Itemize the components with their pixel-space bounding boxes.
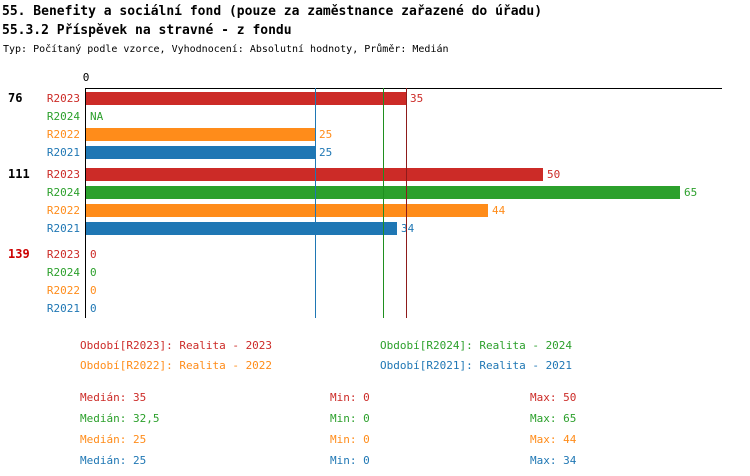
bar-series-label: R2022 (46, 284, 80, 297)
bar-value-label: 34 (401, 222, 415, 235)
bar-value-label: 0 (90, 302, 97, 315)
bar-value-label: NA (90, 110, 104, 123)
bar-value-label: 50 (547, 168, 561, 181)
median-line-r2023 (406, 88, 407, 318)
median-line-r2021 (315, 88, 316, 318)
bar-series-label: R2024 (46, 110, 80, 123)
bar-series-label: R2023 (46, 92, 80, 105)
bar-series-label: R2021 (46, 222, 80, 235)
legend-item-r2023: Období[R2023]: Realita - 2023 (80, 339, 273, 352)
stat-median-r2021: Medián: 25 (80, 454, 147, 467)
bar-value-label: 44 (492, 204, 506, 217)
bar (86, 222, 397, 235)
chart-type-info: Typ: Počítaný podle vzorce, Vyhodnocení:… (3, 44, 449, 55)
stat-max-r2022: Max: 44 (530, 433, 577, 446)
bar-series-label: R2022 (46, 204, 80, 217)
bar-value-label: 65 (684, 186, 698, 199)
stat-max-r2023: Max: 50 (530, 391, 577, 404)
stat-min-r2024: Min: 0 (330, 412, 370, 425)
stat-min-r2021: Min: 0 (330, 454, 370, 467)
median-line-r2024 (383, 88, 384, 318)
bar (86, 128, 315, 141)
page-title: 55. Benefity a sociální fond (pouze za z… (2, 4, 543, 19)
stat-min-r2022: Min: 0 (330, 433, 370, 446)
bar-value-label: 0 (90, 248, 97, 261)
bar-series-label: R2024 (46, 266, 80, 279)
bar (86, 146, 315, 159)
legend-item-r2021: Období[R2021]: Realita - 2021 (380, 359, 573, 372)
stat-max-r2024: Max: 65 (530, 412, 577, 425)
legend-item-r2022: Období[R2022]: Realita - 2022 (80, 359, 273, 372)
bar-value-label: 25 (319, 146, 333, 159)
x-axis-origin-label: 0 (82, 71, 90, 84)
stat-min-r2023: Min: 0 (330, 391, 370, 404)
stat-median-r2023: Medián: 35 (80, 391, 147, 404)
bar (86, 92, 406, 105)
bar-value-label: 0 (90, 284, 97, 297)
bar-series-label: R2023 (46, 248, 80, 261)
stat-max-r2021: Max: 34 (530, 454, 577, 467)
stat-median-r2024: Medián: 32,5 (80, 412, 160, 425)
bar-series-label: R2024 (46, 186, 80, 199)
bar-series-label: R2021 (46, 146, 80, 159)
bar (86, 168, 543, 181)
bar (86, 204, 488, 217)
bar-series-label: R2022 (46, 128, 80, 141)
stat-median-r2022: Medián: 25 (80, 433, 147, 446)
x-axis-line (85, 88, 722, 89)
group-label: 111 (8, 167, 30, 181)
bar-value-label: 25 (319, 128, 333, 141)
bar-value-label: 0 (90, 266, 97, 279)
bar-series-label: R2023 (46, 168, 80, 181)
indicator-title: 55.3.2 Příspěvek na stravné - z fondu (2, 23, 292, 38)
bar-value-label: 35 (410, 92, 424, 105)
bar-series-label: R2021 (46, 302, 80, 315)
group-label: 139 (8, 247, 30, 261)
group-label: 76 (8, 91, 23, 105)
legend-item-r2024: Období[R2024]: Realita - 2024 (380, 339, 573, 352)
y-axis-line (85, 88, 86, 318)
